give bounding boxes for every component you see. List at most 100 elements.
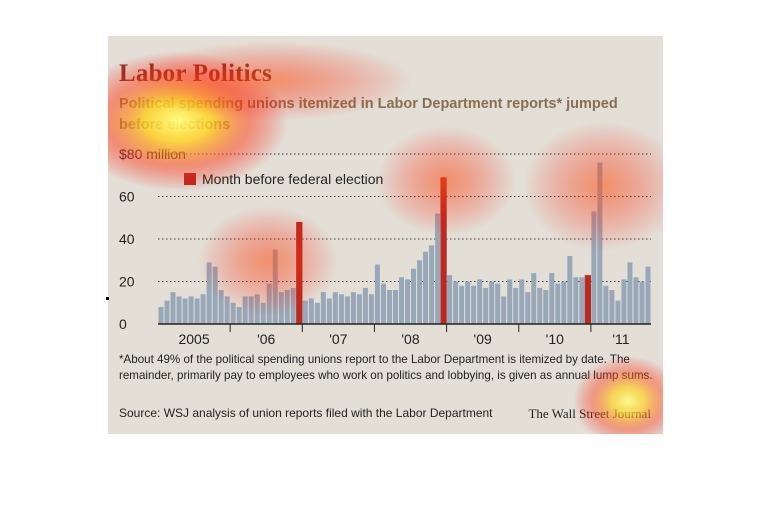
y-tick-label: 60 <box>119 189 135 205</box>
y-tick-label: 40 <box>119 231 135 247</box>
x-tick-label: 2005 <box>178 331 209 347</box>
monthly-bar <box>314 302 320 324</box>
monthly-bar <box>284 290 290 324</box>
x-tick-label: '06 <box>257 331 275 347</box>
x-axis: 2005 '06 '07 '08 '09 '10 '11 <box>158 323 651 347</box>
monthly-bar <box>254 294 260 324</box>
monthly-bar <box>501 296 507 325</box>
monthly-bar <box>212 266 218 325</box>
monthly-bar <box>495 283 501 325</box>
monthly-bar <box>356 294 362 324</box>
monthly-bar <box>206 262 212 325</box>
monthly-bar <box>561 281 567 324</box>
monthly-bar <box>513 287 519 325</box>
monthly-bar <box>567 256 573 324</box>
monthly-bar <box>272 249 278 325</box>
monthly-bar <box>392 290 398 324</box>
monthly-bar <box>459 285 465 324</box>
monthly-bar <box>200 294 206 324</box>
monthly-bar <box>320 292 326 325</box>
monthly-bar <box>543 290 549 324</box>
monthly-bar <box>290 287 296 325</box>
monthly-bar <box>573 277 579 324</box>
monthly-bar <box>224 296 230 325</box>
monthly-bar <box>332 292 338 325</box>
monthly-bar <box>627 262 633 325</box>
monthly-bar <box>218 290 224 324</box>
monthly-bar <box>531 273 537 324</box>
monthly-bar <box>344 296 350 325</box>
monthly-bar <box>260 302 266 324</box>
monthly-bar <box>194 298 200 324</box>
monthly-bar <box>350 292 356 325</box>
monthly-bar <box>386 290 392 324</box>
monthly-bar <box>579 277 585 324</box>
monthly-bar <box>338 294 344 324</box>
monthly-bar <box>429 245 435 325</box>
monthly-bar <box>398 277 404 324</box>
monthly-bar <box>423 251 429 324</box>
x-tick-label: '11 <box>612 331 629 347</box>
monthly-bar <box>621 279 627 325</box>
monthly-bar <box>362 287 368 325</box>
monthly-bar <box>435 213 441 324</box>
election-bar <box>584 275 592 325</box>
monthly-bar <box>537 287 543 325</box>
publisher-credit: The Wall Street Journal <box>528 406 651 421</box>
bar-chart: 2005 '06 '07 '08 '09 '10 '11 0 20 40 60 $80 millio… <box>119 146 651 347</box>
election-bar <box>296 222 303 324</box>
monthly-bar <box>266 283 272 325</box>
monthly-bar <box>489 281 495 324</box>
monthly-bar <box>176 296 182 325</box>
monthly-bar <box>555 283 561 325</box>
legend: Month before federal election <box>184 171 383 187</box>
chart-figure: Labor Politics Political spending unions… <box>108 36 663 434</box>
monthly-bar <box>609 290 615 324</box>
y-tick-label: $80 million <box>119 146 186 162</box>
monthly-bar <box>603 285 609 324</box>
monthly-bar <box>326 298 332 324</box>
monthly-bar <box>164 300 170 325</box>
monthly-bar <box>483 287 489 325</box>
monthly-bar <box>374 264 380 324</box>
source-note: Source: WSJ analysis of union reports fi… <box>119 406 493 420</box>
monthly-bar <box>302 300 308 325</box>
y-tick-labels: 0 20 40 60 $80 million <box>119 146 186 332</box>
monthly-bar <box>447 275 453 325</box>
legend-label: Month before federal election <box>202 171 383 187</box>
monthly-bar <box>236 307 242 324</box>
monthly-bar <box>188 296 194 325</box>
x-tick-label: '08 <box>401 331 419 347</box>
monthly-bar <box>405 279 411 325</box>
monthly-bar <box>615 300 621 325</box>
monthly-bar <box>471 285 477 324</box>
monthly-bar <box>639 281 645 324</box>
monthly-bar <box>549 273 555 324</box>
monthly-bar <box>591 211 597 325</box>
monthly-bar <box>645 266 651 325</box>
monthly-bar <box>278 292 284 325</box>
monthly-bar <box>182 298 188 324</box>
x-tick-label: '10 <box>546 331 564 347</box>
monthly-bar <box>248 296 254 325</box>
monthly-bar <box>633 277 639 324</box>
election-bar <box>440 177 447 325</box>
legend-swatch <box>184 173 196 185</box>
x-tick-label: '09 <box>474 331 492 347</box>
x-tick-label: '07 <box>329 331 347 347</box>
y-tick-label: 0 <box>119 316 127 332</box>
monthly-bar <box>230 302 236 324</box>
monthly-bar <box>465 281 471 324</box>
stray-mark <box>106 297 109 300</box>
footnote: *About 49% of the political spending uni… <box>119 353 653 382</box>
monthly-bar <box>477 279 483 325</box>
monthly-bar <box>597 162 603 324</box>
monthly-bar <box>453 281 459 324</box>
y-tick-label: 20 <box>119 274 135 290</box>
monthly-bar <box>368 294 374 324</box>
monthly-bar <box>158 307 164 324</box>
monthly-bar <box>507 279 513 325</box>
monthly-bar <box>525 292 531 325</box>
monthly-bar <box>242 296 248 325</box>
monthly-bar <box>519 279 525 325</box>
